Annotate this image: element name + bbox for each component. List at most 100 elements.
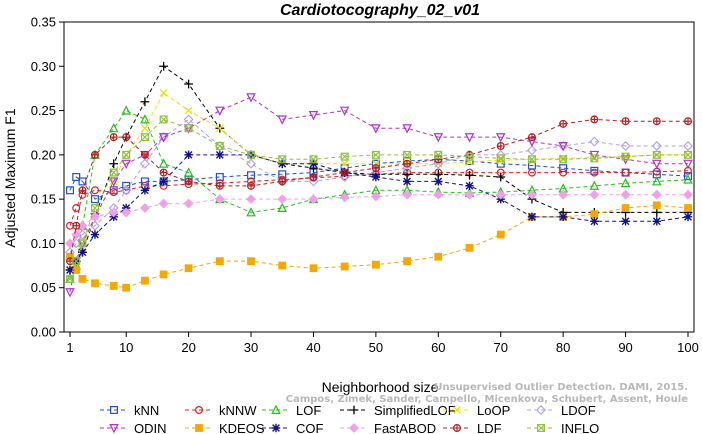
- data-point-ldf: [590, 115, 599, 124]
- data-point-inflo: [434, 150, 443, 159]
- data-point-fastabod: [140, 203, 150, 213]
- data-point-kdeos: [215, 257, 224, 266]
- series-line-odin: [69, 96, 688, 293]
- axes: 1 10 20 30 40 50 60 70 80 90 100 0.00 0.05 0.10 0.15 0.…: [31, 15, 699, 356]
- data-point-fastabod: [558, 189, 569, 200]
- data-point-ldf: [90, 150, 99, 159]
- data-point-cof: [278, 159, 287, 168]
- data-point-ldof: [620, 141, 631, 151]
- data-point-ldf: [122, 133, 131, 142]
- data-point-inflo: [72, 257, 81, 266]
- legend-label-knn: kNN: [134, 403, 159, 418]
- data-point-odin: [558, 142, 568, 152]
- data-point-lof: [277, 202, 288, 212]
- data-point-odin: [246, 93, 256, 103]
- legend-label-odin: ODIN: [134, 421, 167, 434]
- x-tick-label: 20: [181, 340, 195, 355]
- data-point-fastabod: [246, 194, 256, 205]
- x-tick-label: 80: [556, 340, 570, 355]
- data-point-lof: [121, 105, 131, 115]
- series-kdeos: [66, 201, 692, 292]
- x-tick-label: 60: [431, 340, 445, 355]
- data-point-ldof: [589, 136, 600, 147]
- data-point-knnw: [90, 186, 99, 195]
- legend-label-ldf: LDF: [477, 421, 502, 434]
- data-point-ldf: [403, 159, 412, 168]
- plot-frame: [63, 21, 695, 333]
- data-point-kdeos: [434, 252, 443, 261]
- data-point-kdeos: [184, 264, 193, 273]
- data-point-odin: [652, 159, 662, 170]
- data-point-simplifiedlof: [652, 208, 662, 217]
- y-tick-label: 0.10: [31, 236, 56, 251]
- y-axis-label: Adjusted Maximum F1: [2, 108, 18, 247]
- data-point-knnw: [109, 188, 118, 197]
- data-point-fastabod: [183, 198, 194, 209]
- plot-area: [65, 61, 693, 298]
- data-point-fastabod: [495, 189, 506, 200]
- data-point-kdeos: [247, 257, 255, 266]
- legend-item-kdeos: KDEOS: [185, 421, 265, 434]
- data-point-ldf: [140, 150, 149, 159]
- data-point-inflo: [90, 204, 99, 213]
- data-point-cof: [65, 265, 75, 275]
- data-point-cof: [402, 177, 412, 186]
- data-point-loop: [159, 88, 168, 97]
- data-point-fastabod: [214, 194, 225, 205]
- data-point-cof: [215, 150, 225, 160]
- data-point-ldf: [72, 221, 81, 230]
- data-point-knn: [72, 173, 81, 182]
- x-tick-label: 50: [369, 340, 383, 355]
- data-point-cof: [590, 217, 599, 226]
- legend-marker-simplifiedlof: [349, 405, 359, 415]
- data-point-lof: [108, 122, 119, 133]
- data-point-cof: [621, 217, 630, 226]
- data-point-ldf: [109, 133, 118, 142]
- data-point-lof: [652, 176, 662, 186]
- data-point-fastabod: [651, 189, 662, 200]
- data-point-fastabod: [402, 189, 412, 200]
- data-point-lof: [620, 177, 631, 188]
- legend-item-inflo: INFLO: [527, 421, 599, 434]
- data-point-knnw: [559, 168, 568, 177]
- data-point-inflo: [278, 155, 287, 164]
- series-ldf: [65, 115, 692, 266]
- data-point-knnw: [621, 168, 630, 177]
- data-point-inflo: [122, 150, 131, 159]
- data-point-ldf: [247, 181, 256, 190]
- y-tick-label: 0.25: [31, 103, 56, 118]
- y-tick-label: 0.20: [31, 147, 56, 162]
- y-tick-label: 0.00: [31, 325, 56, 340]
- data-point-odin: [464, 133, 475, 143]
- data-point-ldof: [526, 145, 537, 156]
- data-point-kdeos: [496, 230, 505, 239]
- data-point-inflo: [247, 150, 256, 159]
- data-point-ldof: [246, 158, 257, 169]
- data-point-ldf: [371, 164, 380, 173]
- data-point-knn: [140, 177, 149, 186]
- data-point-fastabod: [683, 189, 693, 200]
- legend-marker-knn: [109, 406, 118, 415]
- legend-label-ldof: LDOF: [561, 403, 596, 418]
- legend-label-loop: LoOP: [477, 403, 510, 418]
- data-point-kdeos: [340, 262, 349, 271]
- data-point-inflo: [215, 142, 224, 151]
- x-tick-label: 10: [119, 340, 133, 355]
- data-point-fastabod: [65, 238, 75, 249]
- data-point-cof: [78, 248, 87, 257]
- data-point-cof: [309, 159, 318, 168]
- data-point-fastabod: [527, 189, 537, 200]
- legend-item-ldof: LDOF: [527, 403, 596, 418]
- y-tick-label: 0.35: [31, 15, 56, 30]
- data-point-ldf: [683, 117, 692, 126]
- data-point-kdeos: [465, 243, 474, 252]
- data-point-loop: [496, 156, 505, 165]
- data-point-inflo: [78, 239, 87, 248]
- data-point-inflo: [527, 155, 536, 164]
- data-point-knn: [559, 164, 568, 173]
- data-point-cof: [371, 172, 381, 182]
- data-point-ldof: [121, 185, 132, 196]
- x-tick-label: 90: [618, 340, 632, 355]
- data-point-knn: [215, 173, 224, 182]
- legend: kNN kNNW LOF SimplifiedLOF LoOP LDOF ODIN KDEOS…: [100, 403, 599, 434]
